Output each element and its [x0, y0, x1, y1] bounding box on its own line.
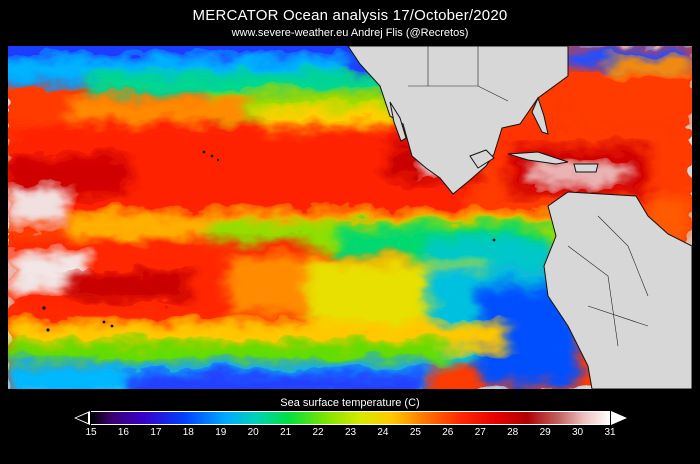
cuba — [507, 151, 569, 165]
colorbar-tick-label: 21 — [280, 427, 292, 438]
hispaniola — [573, 163, 599, 173]
colorbar-tick-labels: 15 16 17 18 19 20 21 22 23 24 25 26 27 28 29 30 31 — [85, 427, 615, 441]
colorbar-max-arrow-icon — [611, 411, 627, 425]
colorbar-tick-label: 16 — [117, 427, 129, 438]
map-subtitle: www.severe-weather.eu Andrej Flis (@Recr… — [231, 27, 469, 39]
islands — [42, 150, 496, 332]
florida — [531, 96, 549, 135]
land-masses — [347, 46, 692, 389]
colorbar-tick-label: 26 — [442, 427, 454, 438]
colorbar-tick-label: 27 — [474, 427, 486, 438]
baja-california — [389, 101, 407, 142]
sst-map — [8, 46, 692, 389]
colorbar-tick-label: 19 — [215, 427, 227, 438]
color-legend: Sea surface temperature (C) 15 16 17 18 19 20… — [0, 390, 700, 464]
south-america — [543, 191, 692, 389]
country-borders — [408, 46, 649, 347]
colorbar-tick-label: 30 — [572, 427, 584, 438]
map-title: MERCATOR Ocean analysis 17/October/2020 — [192, 7, 508, 24]
ocean-temperature-field — [8, 46, 692, 389]
colorbar-min-arrow-icon — [74, 411, 90, 425]
colorbar-tick-label: 15 — [85, 427, 97, 438]
legend-title: Sea surface temperature (C) — [280, 397, 420, 409]
yucatan — [469, 149, 495, 169]
colorbar-tick-label: 20 — [247, 427, 259, 438]
colorbar-tick-label: 25 — [409, 427, 421, 438]
north-america — [347, 46, 569, 195]
colorbar-tick-label: 24 — [377, 427, 389, 438]
colorbar-tick-label: 22 — [312, 427, 324, 438]
colorbar-tick-label: 28 — [507, 427, 519, 438]
colorbar — [91, 411, 610, 425]
colorbar-tick-label: 29 — [539, 427, 551, 438]
colorbar-tick-label: 23 — [344, 427, 357, 438]
colorbar-tick-label: 17 — [150, 427, 162, 438]
colorbar-tick-label: 18 — [182, 427, 194, 438]
sst-map-canvas — [8, 46, 692, 389]
colorbar-tick-label: 31 — [604, 427, 616, 438]
